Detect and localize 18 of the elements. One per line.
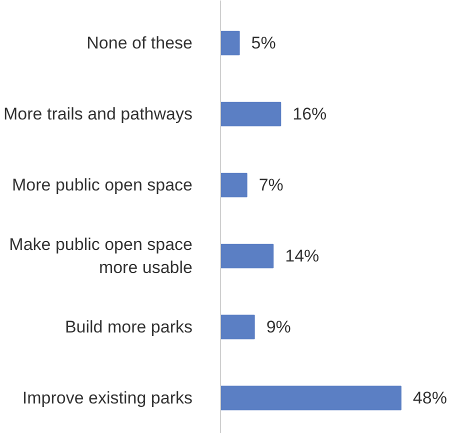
y-tick-label: More trails and pathways [4,104,193,124]
y-tick-label: Build more parks [64,318,193,337]
y-tick-label: Improve existing parks [22,388,193,408]
y-tick-label: Make public open space more usable [9,235,193,277]
bar [220,102,282,126]
data-label: 48% [412,388,447,408]
data-label: 16% [292,104,327,124]
y-tick-label: More public open space [12,176,193,195]
bar [220,314,255,340]
data-label: 14% [285,246,320,266]
data-label: 9% [266,318,291,337]
bar [220,386,402,410]
bar [220,172,248,198]
y-tick-label: None of these [86,34,193,53]
bar [220,30,240,56]
data-label: 5% [251,34,276,53]
bar [220,244,274,268]
data-label: 7% [258,176,284,195]
